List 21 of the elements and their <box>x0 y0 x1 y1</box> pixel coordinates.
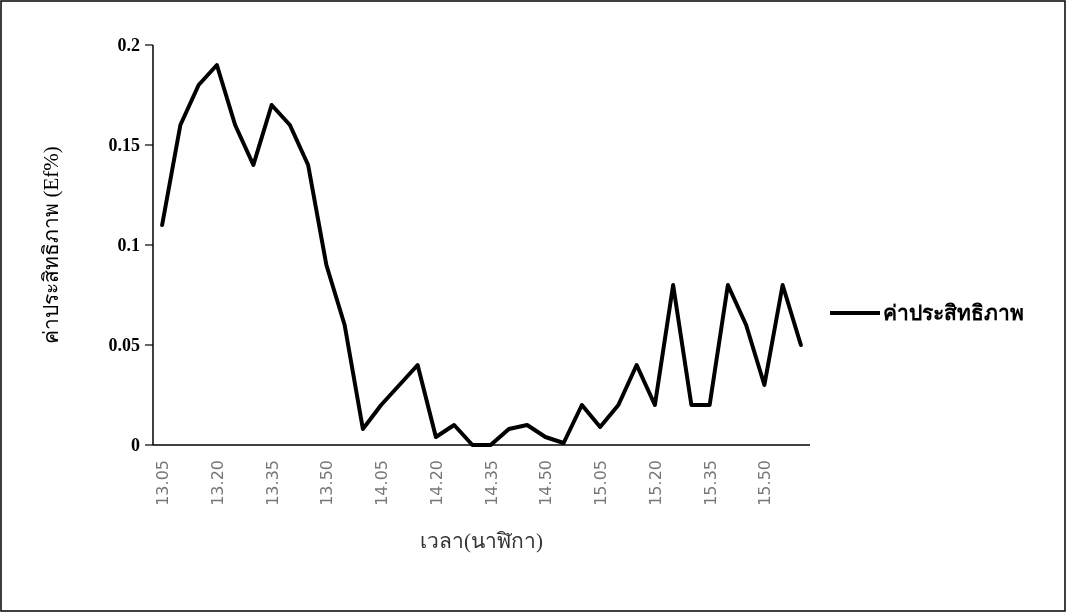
y-tick-label: 0.05 <box>108 335 140 355</box>
legend: ค่าประสิทธิภาพ <box>830 301 1024 325</box>
x-tick-label: 13.50 <box>317 460 337 506</box>
x-tick-label: 13.05 <box>153 460 173 506</box>
x-tick-label: 15.35 <box>700 460 720 506</box>
y-axis-title: ค่าประสิทธิภาพ (Ef%) <box>39 146 63 344</box>
x-tick-label: 14.20 <box>426 460 446 506</box>
x-tick-label: 13.35 <box>262 460 282 506</box>
x-tick-label: 15.20 <box>645 460 665 506</box>
x-axis-title: เวลา(นาฬิกา) <box>420 529 543 553</box>
y-tick-label: 0.15 <box>108 135 140 155</box>
x-tick-label: 14.50 <box>536 460 556 506</box>
x-tick-label: 15.50 <box>755 460 775 506</box>
x-tick-label: 13.20 <box>207 460 227 506</box>
y-tick-label: 0.1 <box>117 235 140 255</box>
x-tick-label: 14.05 <box>372 460 392 506</box>
legend-label: ค่าประสิทธิภาพ <box>883 301 1024 325</box>
x-tick-label: 14.35 <box>481 460 501 506</box>
x-tick-label: 15.05 <box>591 460 611 506</box>
y-tick-label: 0 <box>131 435 140 455</box>
y-tick-label: 0.2 <box>117 35 140 55</box>
